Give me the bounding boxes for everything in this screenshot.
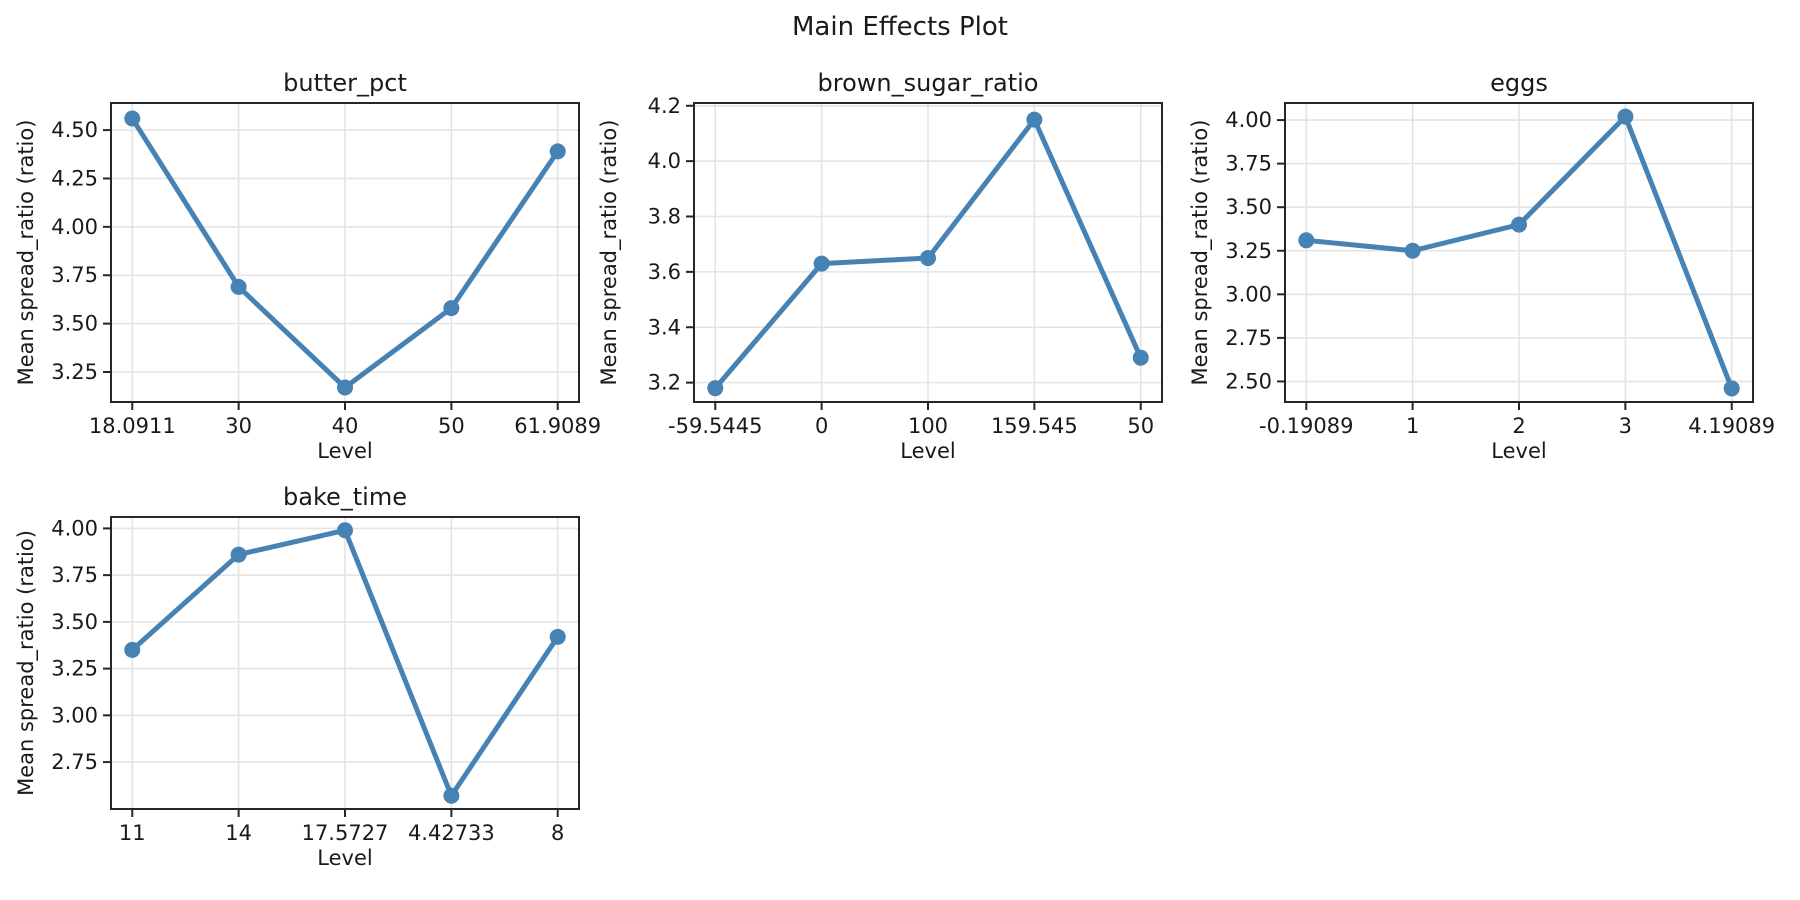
subplot-title: butter_pct [283, 69, 407, 97]
data-point-marker [1511, 216, 1527, 233]
y-tick-label: 3.75 [51, 263, 98, 287]
x-axis-label: Level [317, 846, 372, 870]
x-tick-label: 30 [225, 414, 252, 438]
x-tick-label: -0.19089 [1259, 414, 1353, 438]
y-tick-label: 3.4 [648, 315, 681, 339]
y-tick-label: 2.50 [1225, 369, 1272, 393]
subplot-eggs: 2.50 2.75 3.00 3.25 3.50 3.75 4.00 -0.19089 1 2 3 4… [1188, 69, 1775, 463]
y-axis-label: Mean spread_ratio (ratio) [14, 530, 39, 796]
x-tick-label: 61.9089 [514, 414, 601, 438]
subplot-title: eggs [1490, 69, 1548, 97]
y-axis-label: Mean spread_ratio (ratio) [14, 120, 39, 386]
data-point-marker [230, 546, 247, 563]
y-tick-label: 3.6 [648, 260, 681, 284]
subplot-brown_sugar_ratio: 3.2 3.4 3.6 3.8 4.0 4.2 -59.5445 0 100 159.545 50 L… [597, 69, 1163, 463]
y-tick-label: 4.00 [51, 215, 98, 239]
data-point-marker [124, 110, 141, 127]
y-tick-label: 2.75 [51, 750, 98, 774]
data-point-marker [230, 278, 247, 295]
x-tick-label: 8 [551, 821, 564, 845]
data-point-marker [1026, 111, 1043, 128]
data-point-marker [707, 380, 724, 397]
y-tick-label: 3.25 [51, 360, 98, 384]
x-axis-label: Level [317, 439, 372, 463]
x-tick-label: 17.5727 [302, 821, 389, 845]
y-tick-label: 3.50 [51, 312, 98, 336]
x-axis-label: Level [900, 439, 955, 463]
data-point-marker [549, 143, 566, 160]
x-tick-label: 4.19089 [1688, 414, 1775, 438]
y-tick-label: 2.75 [1225, 326, 1272, 350]
y-tick-label: 3.00 [1225, 282, 1272, 306]
x-tick-label: 50 [1127, 414, 1154, 438]
data-point-marker [337, 522, 353, 539]
subplot-title: bake_time [283, 483, 407, 511]
x-tick-label: 3 [1619, 414, 1632, 438]
data-point-marker [443, 300, 460, 317]
data-point-marker [1132, 349, 1149, 366]
data-point-marker [1723, 380, 1740, 397]
x-tick-label: 100 [908, 414, 948, 438]
x-tick-label: 40 [332, 414, 359, 438]
y-axis-label: Mean spread_ratio (ratio) [597, 120, 622, 386]
y-tick-label: 3.75 [51, 563, 98, 587]
y-tick-label: 3.8 [648, 205, 681, 229]
y-tick-label: 4.00 [1225, 108, 1272, 132]
data-point-marker [813, 255, 830, 272]
y-tick-label: 4.50 [51, 118, 98, 142]
data-point-marker [1617, 108, 1634, 125]
y-tick-label: 3.00 [51, 703, 98, 727]
subplot-title: brown_sugar_ratio [818, 69, 1039, 97]
data-point-marker [549, 628, 566, 645]
y-tick-label: 4.0 [648, 149, 681, 173]
y-tick-label: 4.2 [648, 94, 681, 118]
y-tick-label: 3.25 [51, 657, 98, 681]
x-tick-label: 1 [1406, 414, 1419, 438]
x-tick-label: 50 [438, 414, 465, 438]
y-tick-label: 3.25 [1225, 239, 1272, 263]
x-tick-label: 4.42733 [408, 821, 495, 845]
y-tick-label: 4.25 [51, 166, 98, 190]
x-axis-label: Level [1491, 439, 1546, 463]
data-point-marker [337, 379, 353, 396]
data-point-marker [443, 787, 460, 804]
figure-title: Main Effects Plot [792, 12, 1008, 42]
x-tick-label: -59.5445 [668, 414, 762, 438]
x-tick-label: 18.0911 [89, 414, 176, 438]
y-tick-label: 3.50 [51, 610, 98, 634]
data-point-marker [1404, 242, 1421, 259]
x-tick-label: 159.545 [991, 414, 1078, 438]
y-axis-label: Mean spread_ratio (ratio) [1188, 120, 1213, 386]
data-point-marker [920, 250, 936, 267]
data-point-marker [1298, 232, 1315, 249]
subplot-butter_pct: 3.25 3.50 3.75 4.00 4.25 4.50 18.0911 30 40 50 61.… [14, 69, 601, 463]
x-tick-label: 11 [119, 821, 146, 845]
x-tick-label: 14 [225, 821, 252, 845]
x-tick-label: 2 [1512, 414, 1525, 438]
subplot-bake_time: 2.75 3.00 3.25 3.50 3.75 4.00 11 14 17.5727 4.427… [14, 483, 580, 870]
x-tick-label: 0 [815, 414, 828, 438]
data-point-marker [124, 641, 141, 658]
y-tick-label: 3.50 [1225, 195, 1272, 219]
y-tick-label: 4.00 [51, 516, 98, 540]
y-tick-label: 3.75 [1225, 152, 1272, 176]
y-tick-label: 3.2 [648, 371, 681, 395]
